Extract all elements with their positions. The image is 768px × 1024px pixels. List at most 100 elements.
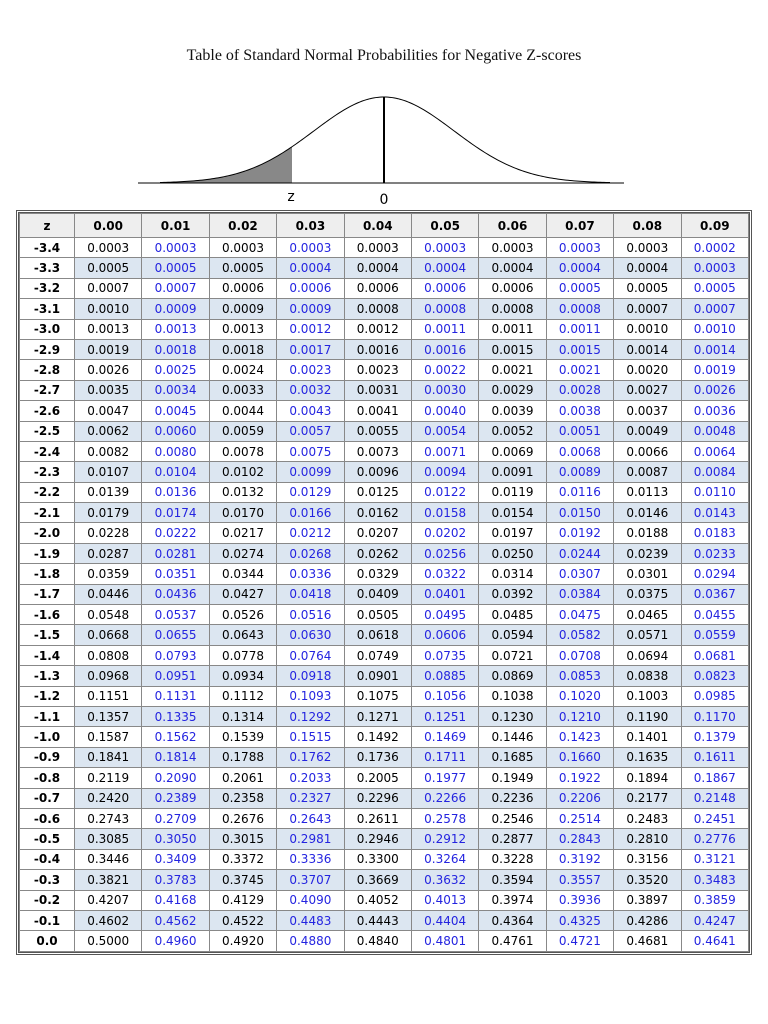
- z-value: -2.0: [19, 522, 75, 544]
- probability-cell: 0.4761: [478, 930, 547, 952]
- probability-cell: 0.2946: [343, 828, 412, 850]
- probability-cell: 0.0485: [478, 604, 547, 626]
- probability-cell: 0.2389: [141, 787, 210, 809]
- probability-cell: 0.0003: [680, 257, 750, 279]
- header-cell: 0.02: [208, 213, 278, 238]
- probability-cell: 0.0853: [545, 665, 615, 687]
- probability-cell: 0.0869: [478, 665, 547, 687]
- probability-cell: 0.0287: [73, 542, 143, 565]
- probability-cell: 0.3121: [680, 848, 750, 871]
- probability-cell: 0.2090: [141, 767, 210, 789]
- probability-cell: 0.0116: [545, 481, 615, 504]
- probability-cell: 0.0034: [141, 379, 210, 402]
- probability-cell: 0.0031: [343, 379, 412, 402]
- probability-cell: 0.1660: [545, 746, 615, 769]
- probability-cell: 0.0071: [410, 440, 480, 463]
- probability-cell: 0.0022: [410, 359, 480, 381]
- probability-cell: 0.0307: [545, 563, 615, 585]
- probability-cell: 0.2676: [208, 807, 278, 830]
- probability-cell: 0.3783: [141, 869, 210, 891]
- probability-cell: 0.0048: [680, 420, 750, 442]
- header-cell: z: [19, 213, 75, 238]
- header-cell: 0.01: [141, 213, 210, 238]
- probability-cell: 0.0018: [208, 338, 278, 361]
- probability-cell: 0.0901: [343, 665, 412, 687]
- probability-cell: 0.0060: [141, 420, 210, 442]
- probability-cell: 0.1401: [613, 726, 682, 748]
- probability-cell: 0.0104: [141, 461, 210, 483]
- z-value: -0.8: [19, 767, 75, 789]
- probability-cell: 0.0526: [208, 604, 278, 626]
- z-value: -1.8: [19, 563, 75, 585]
- probability-cell: 0.3897: [613, 889, 682, 911]
- table-row: -0.9 0.1841 0.1814 0.1788 0.1762 0.1736 0.1711…: [19, 746, 750, 769]
- probability-cell: 0.0495: [410, 604, 480, 626]
- z-value: -0.9: [19, 746, 75, 769]
- probability-cell: 0.0004: [410, 257, 480, 279]
- z-value: -0.1: [19, 909, 75, 932]
- probability-cell: 0.0367: [680, 583, 750, 606]
- probability-cell: 0.0174: [141, 502, 210, 524]
- probability-cell: 0.0075: [276, 440, 345, 463]
- probability-cell: 0.0023: [343, 359, 412, 381]
- probability-cell: 0.0008: [478, 298, 547, 320]
- probability-cell: 0.0005: [208, 257, 278, 279]
- probability-cell: 0.0064: [680, 440, 750, 463]
- probability-cell: 0.3936: [545, 889, 615, 911]
- probability-cell: 0.0968: [73, 665, 143, 687]
- probability-cell: 0.0222: [141, 522, 210, 544]
- header-cell: 0.09: [680, 213, 750, 238]
- probability-cell: 0.1492: [343, 726, 412, 748]
- probability-cell: 0.0014: [613, 338, 682, 361]
- probability-cell: 0.2206: [545, 787, 615, 809]
- probability-cell: 0.1056: [410, 685, 480, 707]
- probability-cell: 0.0066: [613, 440, 682, 463]
- probability-cell: 0.1515: [276, 726, 345, 748]
- probability-cell: 0.1292: [276, 705, 345, 728]
- header-cell: 0.07: [545, 213, 615, 238]
- probability-cell: 0.0375: [613, 583, 682, 606]
- probability-cell: 0.0643: [208, 624, 278, 646]
- probability-cell: 0.4364: [478, 909, 547, 932]
- probability-cell: 0.0322: [410, 563, 480, 585]
- probability-cell: 0.1093: [276, 685, 345, 707]
- probability-cell: 0.0158: [410, 502, 480, 524]
- table-row: -0.4 0.3446 0.3409 0.3372 0.3336 0.3300 0.3264…: [19, 848, 750, 871]
- probability-cell: 0.0012: [276, 318, 345, 340]
- probability-cell: 0.1736: [343, 746, 412, 769]
- probability-cell: 0.0004: [545, 257, 615, 279]
- probability-cell: 0.0082: [73, 440, 143, 463]
- probability-cell: 0.0027: [613, 379, 682, 402]
- probability-cell: 0.3520: [613, 869, 682, 891]
- probability-cell: 0.1867: [680, 767, 750, 789]
- probability-cell: 0.0594: [478, 624, 547, 646]
- probability-cell: 0.0019: [73, 338, 143, 361]
- probability-cell: 0.0918: [276, 665, 345, 687]
- probability-cell: 0.0233: [680, 542, 750, 565]
- probability-cell: 0.0017: [276, 338, 345, 361]
- probability-cell: 0.0256: [410, 542, 480, 565]
- probability-cell: 0.0003: [73, 236, 143, 259]
- probability-cell: 0.0025: [141, 359, 210, 381]
- probability-cell: 0.0019: [680, 359, 750, 381]
- probability-cell: 0.0274: [208, 542, 278, 565]
- table-row: -1.1 0.1357 0.1335 0.1314 0.1292 0.1271 0.1251…: [19, 705, 750, 728]
- probability-cell: 0.0080: [141, 440, 210, 463]
- probability-cell: 0.0021: [545, 359, 615, 381]
- probability-cell: 0.1711: [410, 746, 480, 769]
- probability-cell: 0.4681: [613, 930, 682, 952]
- probability-cell: 0.0630: [276, 624, 345, 646]
- probability-cell: 0.0003: [141, 236, 210, 259]
- probability-cell: 0.1446: [478, 726, 547, 748]
- probability-cell: 0.0301: [613, 563, 682, 585]
- probability-cell: 0.3594: [478, 869, 547, 891]
- probability-cell: 0.0003: [208, 236, 278, 259]
- probability-cell: 0.0475: [545, 604, 615, 626]
- probability-cell: 0.0055: [343, 420, 412, 442]
- probability-cell: 0.4129: [208, 889, 278, 911]
- probability-cell: 0.2643: [276, 807, 345, 830]
- probability-cell: 0.0028: [545, 379, 615, 402]
- probability-cell: 0.0009: [141, 298, 210, 320]
- z-value: -2.6: [19, 400, 75, 422]
